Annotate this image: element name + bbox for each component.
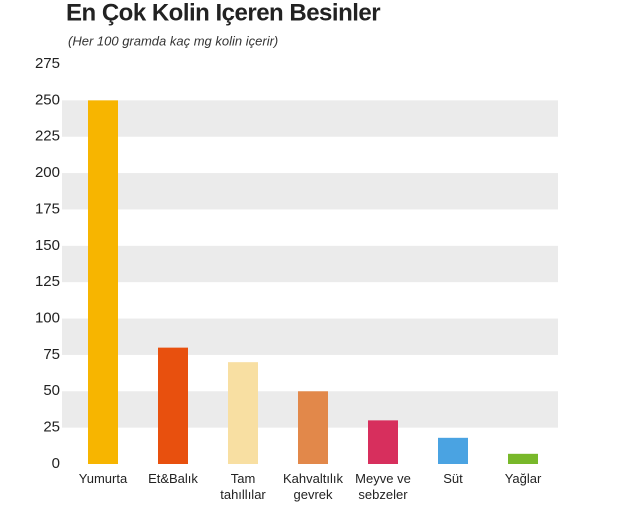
grid-band — [62, 100, 558, 137]
grid-band — [62, 245, 558, 283]
y-tick-label: 250 — [35, 91, 60, 108]
x-tick-label: Yağlar — [505, 471, 542, 486]
x-tick-label: Tam tahıllılar — [220, 471, 266, 502]
y-tick-label: 225 — [35, 128, 60, 145]
y-tick-label: 275 — [35, 55, 60, 72]
bar — [368, 420, 398, 464]
grid-band — [62, 318, 558, 355]
chart-title: En Çok Kolin Içeren Besinler — [66, 0, 380, 26]
x-tick-label: Süt — [443, 471, 463, 486]
bar — [88, 100, 118, 464]
bar — [438, 437, 468, 464]
bar — [508, 453, 538, 464]
bar — [298, 391, 328, 464]
x-tick-label: Kahvaltılık gevrek — [283, 471, 343, 502]
y-tick-label: 150 — [35, 237, 60, 254]
y-tick-label: 100 — [35, 310, 60, 327]
y-tick-label: 25 — [43, 419, 60, 436]
y-tick-label: 50 — [43, 382, 60, 399]
grid-band — [62, 173, 558, 210]
bar — [228, 362, 258, 464]
bar — [158, 347, 188, 464]
y-tick-label: 175 — [35, 200, 60, 217]
x-tick-label: Yumurta — [79, 471, 128, 486]
y-tick-label: 0 — [52, 455, 60, 472]
y-tick-label: 75 — [43, 346, 60, 363]
chart-subtitle: (Her 100 gramda kaç mg kolin içerir) — [68, 33, 278, 48]
x-tick-label: Et&Balık — [148, 471, 198, 486]
y-tick-label: 125 — [35, 273, 60, 290]
y-tick-label: 200 — [35, 164, 60, 181]
x-tick-label: Meyve ve sebzeler — [355, 471, 411, 502]
